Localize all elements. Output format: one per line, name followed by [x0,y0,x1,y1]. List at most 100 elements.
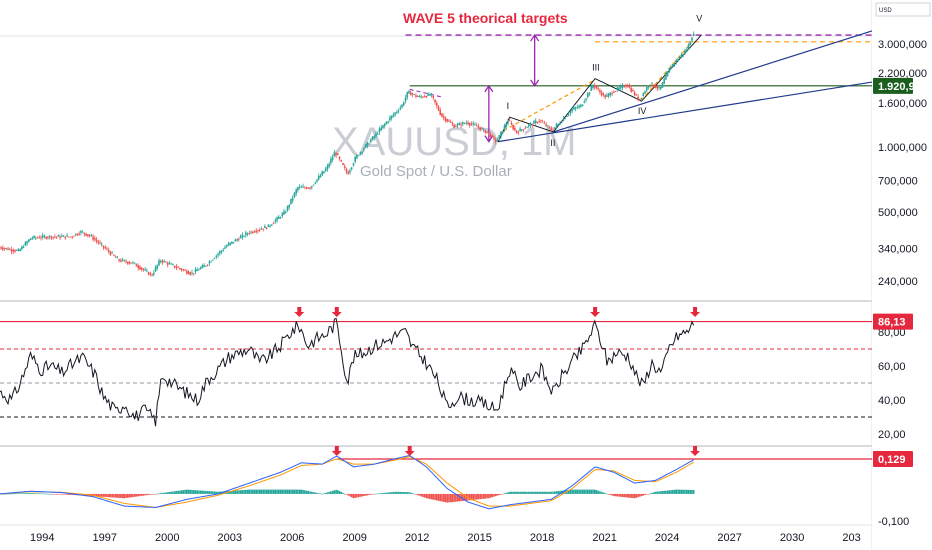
macd-histogram-bar [609,493,612,495]
candle-body [658,86,660,88]
macd-histogram-bar [420,493,422,497]
macd-histogram-bar [128,493,131,498]
candle-body [463,123,466,124]
candle-body [34,237,37,239]
candle-body [194,269,197,273]
candle-body [212,259,214,261]
candle-body [418,96,421,97]
candle-body [234,239,237,242]
macd-histogram-bar [552,491,554,494]
candle-body [220,250,223,253]
candle-body [639,98,641,100]
macd-histogram-bar [583,489,586,494]
candle-body [132,262,134,264]
macd-histogram-bar [305,490,308,494]
candle-body [376,133,379,135]
macd-histogram-bar [140,493,143,496]
macd-histogram-bar [137,493,140,497]
candle-body [396,111,398,113]
macd-histogram-bar [271,489,273,494]
macd-histogram-bar [665,490,667,494]
candle-body [106,248,108,250]
price-tick-label: 240,000 [878,276,918,288]
macd-histogram-bar [637,493,639,498]
candle-body [48,235,51,237]
macd-histogram-bar [633,493,636,499]
macd-histogram-bar [139,493,141,497]
macd-histogram-bar [472,493,475,500]
macd-histogram-bar [316,492,318,494]
candle-body [38,237,41,239]
macd-histogram-bar [26,493,28,494]
macd-histogram-bar [331,490,334,494]
candle-body [538,121,540,122]
macd-histogram-bar [401,491,403,494]
candle-body [196,269,199,272]
candle-body [28,239,30,242]
candle-body [186,270,188,274]
candle-body [40,237,42,239]
macd-histogram-bar [451,493,454,503]
candle-body [87,234,89,236]
rsi-top-arrow [334,307,339,312]
candle-body [455,126,457,127]
candle-body [78,233,80,235]
candle-body [215,255,218,257]
channel-trendline [553,30,873,133]
macd-histogram-bar [375,493,377,495]
rsi-top-arrow-head [590,312,601,317]
candle-body [613,91,615,93]
macd-histogram-bar [94,493,96,497]
candle-body [331,156,334,160]
macd-histogram-bar [673,489,676,494]
macd-histogram-bar [585,489,587,494]
macd-histogram-bar [439,493,442,502]
candle-body [271,224,273,226]
macd-histogram-bar [177,490,179,494]
macd-histogram-bar [349,493,351,497]
macd-histogram-bar [158,493,160,495]
macd-histogram-bar [470,493,473,501]
candle-body [468,123,471,126]
candle-body [623,86,626,88]
macd-histogram-bar [179,490,181,494]
macd-histogram-bar [529,491,532,494]
macd-histogram-bar [399,491,402,494]
candle-body [302,186,304,188]
macd-histogram-bar [498,493,501,496]
candle-body [8,249,11,250]
candle-body [158,260,160,266]
candle-body [319,175,322,178]
macd-histogram-bar [415,493,417,495]
candle-body [337,153,339,156]
macd-histogram-bar [586,489,589,494]
macd-histogram-bar [104,493,107,497]
macd-histogram-bar [317,493,320,494]
macd-histogram-bar [314,492,317,494]
time-tick-label: 2027 [717,532,741,544]
candle-body [357,155,360,157]
candle-body [446,119,448,122]
time-axis[interactable]: 1994 1997 2000 2003 2006 2009 2012 2015 2018 2021… [30,532,861,544]
macd-histogram-bar [545,491,547,494]
macd-histogram-bar [64,493,67,495]
macd-histogram-bar [503,493,506,494]
candle-body [382,125,384,129]
candle-body [24,242,27,246]
candle-body [470,123,473,125]
candle-body [378,128,381,133]
candle-body [460,124,462,126]
candle-body [324,168,327,172]
macd-histogram-bar [625,493,627,498]
macd-histogram-bar [463,493,466,501]
candle-body [210,261,212,263]
candle-body [385,121,388,125]
candle-body [548,127,551,128]
time-tick-label: 2024 [655,532,679,544]
macd-histogram-bar [217,491,219,494]
price-scale-ticks: 3.000,000 2.200,000 1.600,000 1.000,000 700,… [878,39,927,528]
candle-body [12,249,15,252]
candle-body [333,152,336,157]
candle-body [99,242,101,244]
wave-label: IV [638,106,647,116]
